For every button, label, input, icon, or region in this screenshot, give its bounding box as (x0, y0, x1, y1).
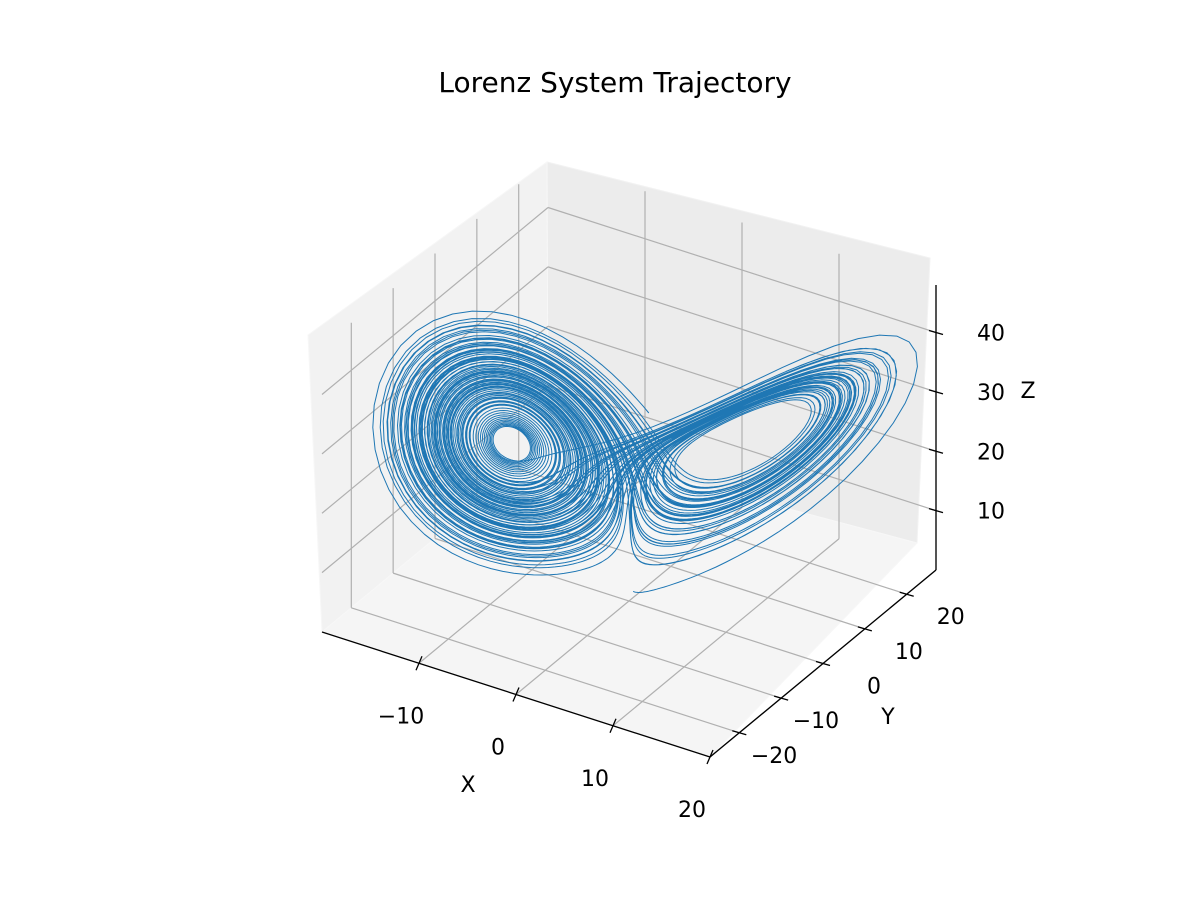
x-tick (609, 718, 617, 734)
trajectory-layer (372, 310, 918, 593)
y-grid-line-floor (392, 572, 782, 699)
x-axis-label: X (460, 773, 475, 798)
y-axis-label: Y (880, 705, 895, 730)
y-tick-label: −20 (751, 744, 797, 769)
y-tick-label: 20 (937, 605, 965, 630)
z-tick-label: 20 (977, 440, 1005, 465)
z-grid-line-left (321, 266, 549, 455)
x-tick-label: 10 (581, 767, 609, 792)
z-tick (928, 508, 944, 514)
y-tick (899, 591, 914, 597)
x-tick (512, 687, 520, 702)
y-tick (773, 695, 789, 701)
tick-labels: −10 0 10 20 −20 −10 0 10 20 10 20 30 40 (378, 322, 1005, 824)
x-tick (415, 655, 423, 671)
z-tick (928, 448, 944, 454)
z-grid-line-left (321, 207, 549, 395)
z-tick-label: 10 (977, 500, 1005, 525)
z-grid-line-back (547, 266, 937, 393)
x-tick-label: 0 (491, 736, 505, 761)
y-tick-label: 0 (867, 675, 881, 700)
z-axis-label: Z (1020, 379, 1035, 404)
x-tick-label: −10 (378, 704, 424, 729)
z-grid-line-back (547, 206, 937, 334)
z-tick-label: 40 (977, 322, 1005, 347)
chart-title: Lorenz System Trajectory (438, 66, 791, 99)
axes (321, 285, 944, 765)
x-tick-label: 20 (678, 798, 706, 823)
y-grid-line-floor (351, 607, 740, 734)
y-tick-label: 10 (895, 640, 923, 665)
trajectory-line (372, 310, 918, 593)
y-tick (857, 626, 873, 632)
x-tick (706, 749, 714, 765)
z-tick (928, 329, 944, 336)
y-tick (815, 660, 831, 667)
z-tick (928, 389, 944, 395)
y-tick-label: −10 (793, 709, 839, 734)
y-grid-line-floor (434, 537, 824, 665)
y-tick (732, 730, 747, 736)
z-tick-label: 30 (977, 381, 1005, 406)
